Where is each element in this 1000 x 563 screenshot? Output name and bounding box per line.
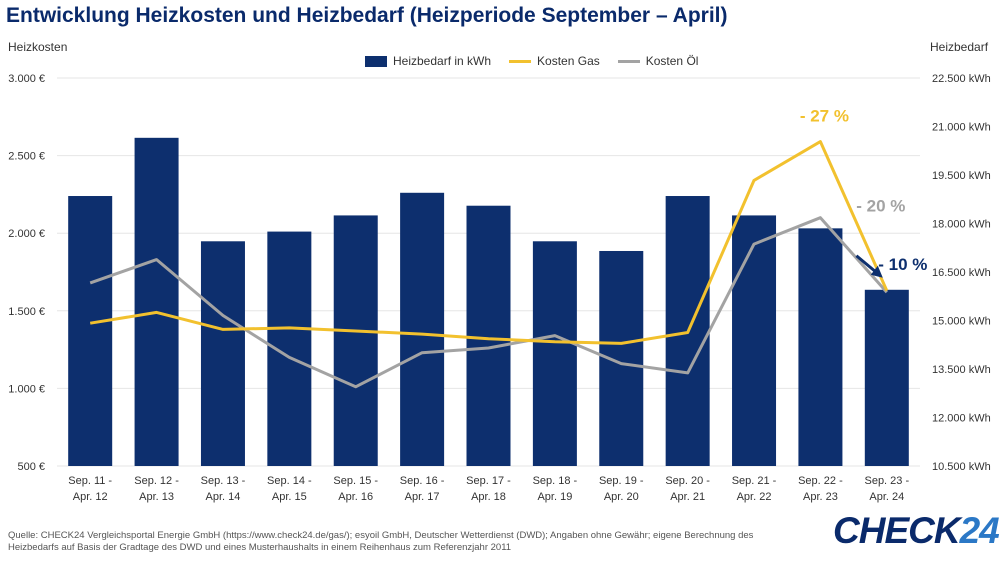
logo-text-main: CHECK bbox=[833, 510, 961, 551]
x-tick-label: Apr. 23 bbox=[803, 491, 838, 503]
annotation-gas: - 27 % bbox=[800, 107, 849, 126]
x-tick-label: Apr. 20 bbox=[604, 491, 639, 503]
x-tick-label: Apr. 21 bbox=[670, 491, 705, 503]
left-tick-label: 2.500 € bbox=[8, 151, 45, 163]
left-tick-label: 1.000 € bbox=[8, 383, 45, 395]
right-tick-label: 22.500 kWh bbox=[932, 73, 991, 85]
check24-logo: CHECK24 bbox=[833, 510, 1000, 552]
x-tick-label: Sep. 13 - bbox=[201, 475, 246, 487]
bar-heizbedarf bbox=[134, 137, 179, 467]
x-tick-label: Apr. 22 bbox=[737, 491, 772, 503]
x-tick-label: Sep. 11 - bbox=[68, 475, 112, 487]
left-tick-label: 500 € bbox=[17, 461, 45, 473]
x-tick-label: Sep. 14 - bbox=[267, 475, 312, 487]
x-tick-label: Sep. 19 - bbox=[599, 475, 644, 487]
left-tick-label: 2.000 € bbox=[8, 228, 45, 240]
legend-swatch-heizbedarf bbox=[365, 55, 387, 67]
right-tick-label: 12.000 kWh bbox=[932, 413, 991, 425]
legend-label-heizbedarf: Heizbedarf in kWh bbox=[393, 54, 492, 68]
right-tick-label: 18.000 kWh bbox=[932, 219, 991, 231]
right-tick-label: 16.500 kWh bbox=[932, 267, 991, 279]
right-tick-label: 15.000 kWh bbox=[932, 316, 991, 328]
x-tick-label: Sep. 21 - bbox=[732, 475, 777, 487]
line-kosten-gas bbox=[89, 140, 889, 345]
x-tick-label: Sep. 22 - bbox=[798, 475, 843, 487]
x-tick-label: Sep. 20 - bbox=[665, 475, 710, 487]
legend-swatch-oil bbox=[617, 59, 640, 63]
bar-heizbedarf bbox=[466, 205, 511, 466]
x-tick-label: Apr. 15 bbox=[272, 491, 307, 503]
legend: Heizbedarf in kWh Kosten Gas Kosten Öl bbox=[365, 54, 698, 68]
x-tick-label: Apr. 13 bbox=[139, 491, 174, 503]
annotation-heizbedarf: - 10 % bbox=[878, 255, 927, 274]
line-kosten-oel bbox=[89, 216, 888, 389]
x-tick-label: Apr. 16 bbox=[338, 491, 373, 503]
bar-heizbedarf bbox=[532, 241, 577, 466]
x-tick-label: Sep. 12 - bbox=[134, 475, 179, 487]
x-tick-label: Sep. 16 - bbox=[400, 475, 445, 487]
bar-heizbedarf bbox=[200, 241, 245, 466]
bar-heizbedarf bbox=[68, 196, 113, 466]
x-tick-label: Apr. 24 bbox=[869, 491, 904, 503]
x-tick-label: Sep. 17 - bbox=[466, 475, 511, 487]
legend-swatch-gas bbox=[509, 59, 532, 63]
x-tick-label: Apr. 18 bbox=[471, 491, 506, 503]
bar-heizbedarf bbox=[798, 228, 843, 466]
legend-label-gas: Kosten Gas bbox=[537, 54, 600, 68]
bar-heizbedarf bbox=[400, 192, 445, 467]
left-tick-label: 3.000 € bbox=[8, 73, 45, 85]
arrow-head bbox=[870, 265, 883, 278]
x-tick-label: Apr. 19 bbox=[537, 491, 572, 503]
x-tick-label: Sep. 23 - bbox=[864, 475, 909, 487]
x-tick-label: Apr. 12 bbox=[73, 491, 108, 503]
bar-heizbedarf bbox=[864, 289, 909, 466]
bar-heizbedarf bbox=[732, 215, 777, 466]
x-tick-label: Sep. 18 - bbox=[533, 475, 578, 487]
bar-heizbedarf bbox=[333, 215, 378, 466]
right-tick-label: 13.500 kWh bbox=[932, 364, 991, 376]
x-tick-label: Apr. 14 bbox=[206, 491, 241, 503]
x-tick-label: Sep. 15 - bbox=[333, 475, 378, 487]
left-axis-title: Heizkosten bbox=[8, 40, 68, 54]
right-tick-label: 10.500 kWh bbox=[932, 461, 991, 473]
source-note: Quelle: CHECK24 Vergleichsportal Energie… bbox=[8, 530, 754, 553]
legend-item-heizbedarf: Heizbedarf in kWh bbox=[365, 54, 491, 68]
chart-title: Entwicklung Heizkosten und Heizbedarf (H… bbox=[6, 4, 728, 27]
legend-item-gas: Kosten Gas bbox=[509, 54, 600, 68]
left-tick-label: 1.500 € bbox=[8, 306, 45, 318]
legend-label-oil: Kosten Öl bbox=[645, 54, 699, 68]
x-tick-label: Apr. 17 bbox=[405, 491, 440, 503]
legend-item-oil: Kosten Öl bbox=[617, 54, 699, 68]
right-axis-title: Heizbedarf bbox=[930, 40, 989, 54]
right-tick-label: 21.000 kWh bbox=[932, 122, 991, 134]
annotation-oil: - 20 % bbox=[856, 197, 905, 216]
arrow-heizbedarf bbox=[855, 254, 878, 274]
logo-text-accent: 24 bbox=[959, 510, 1000, 551]
right-tick-label: 19.500 kWh bbox=[932, 170, 991, 182]
